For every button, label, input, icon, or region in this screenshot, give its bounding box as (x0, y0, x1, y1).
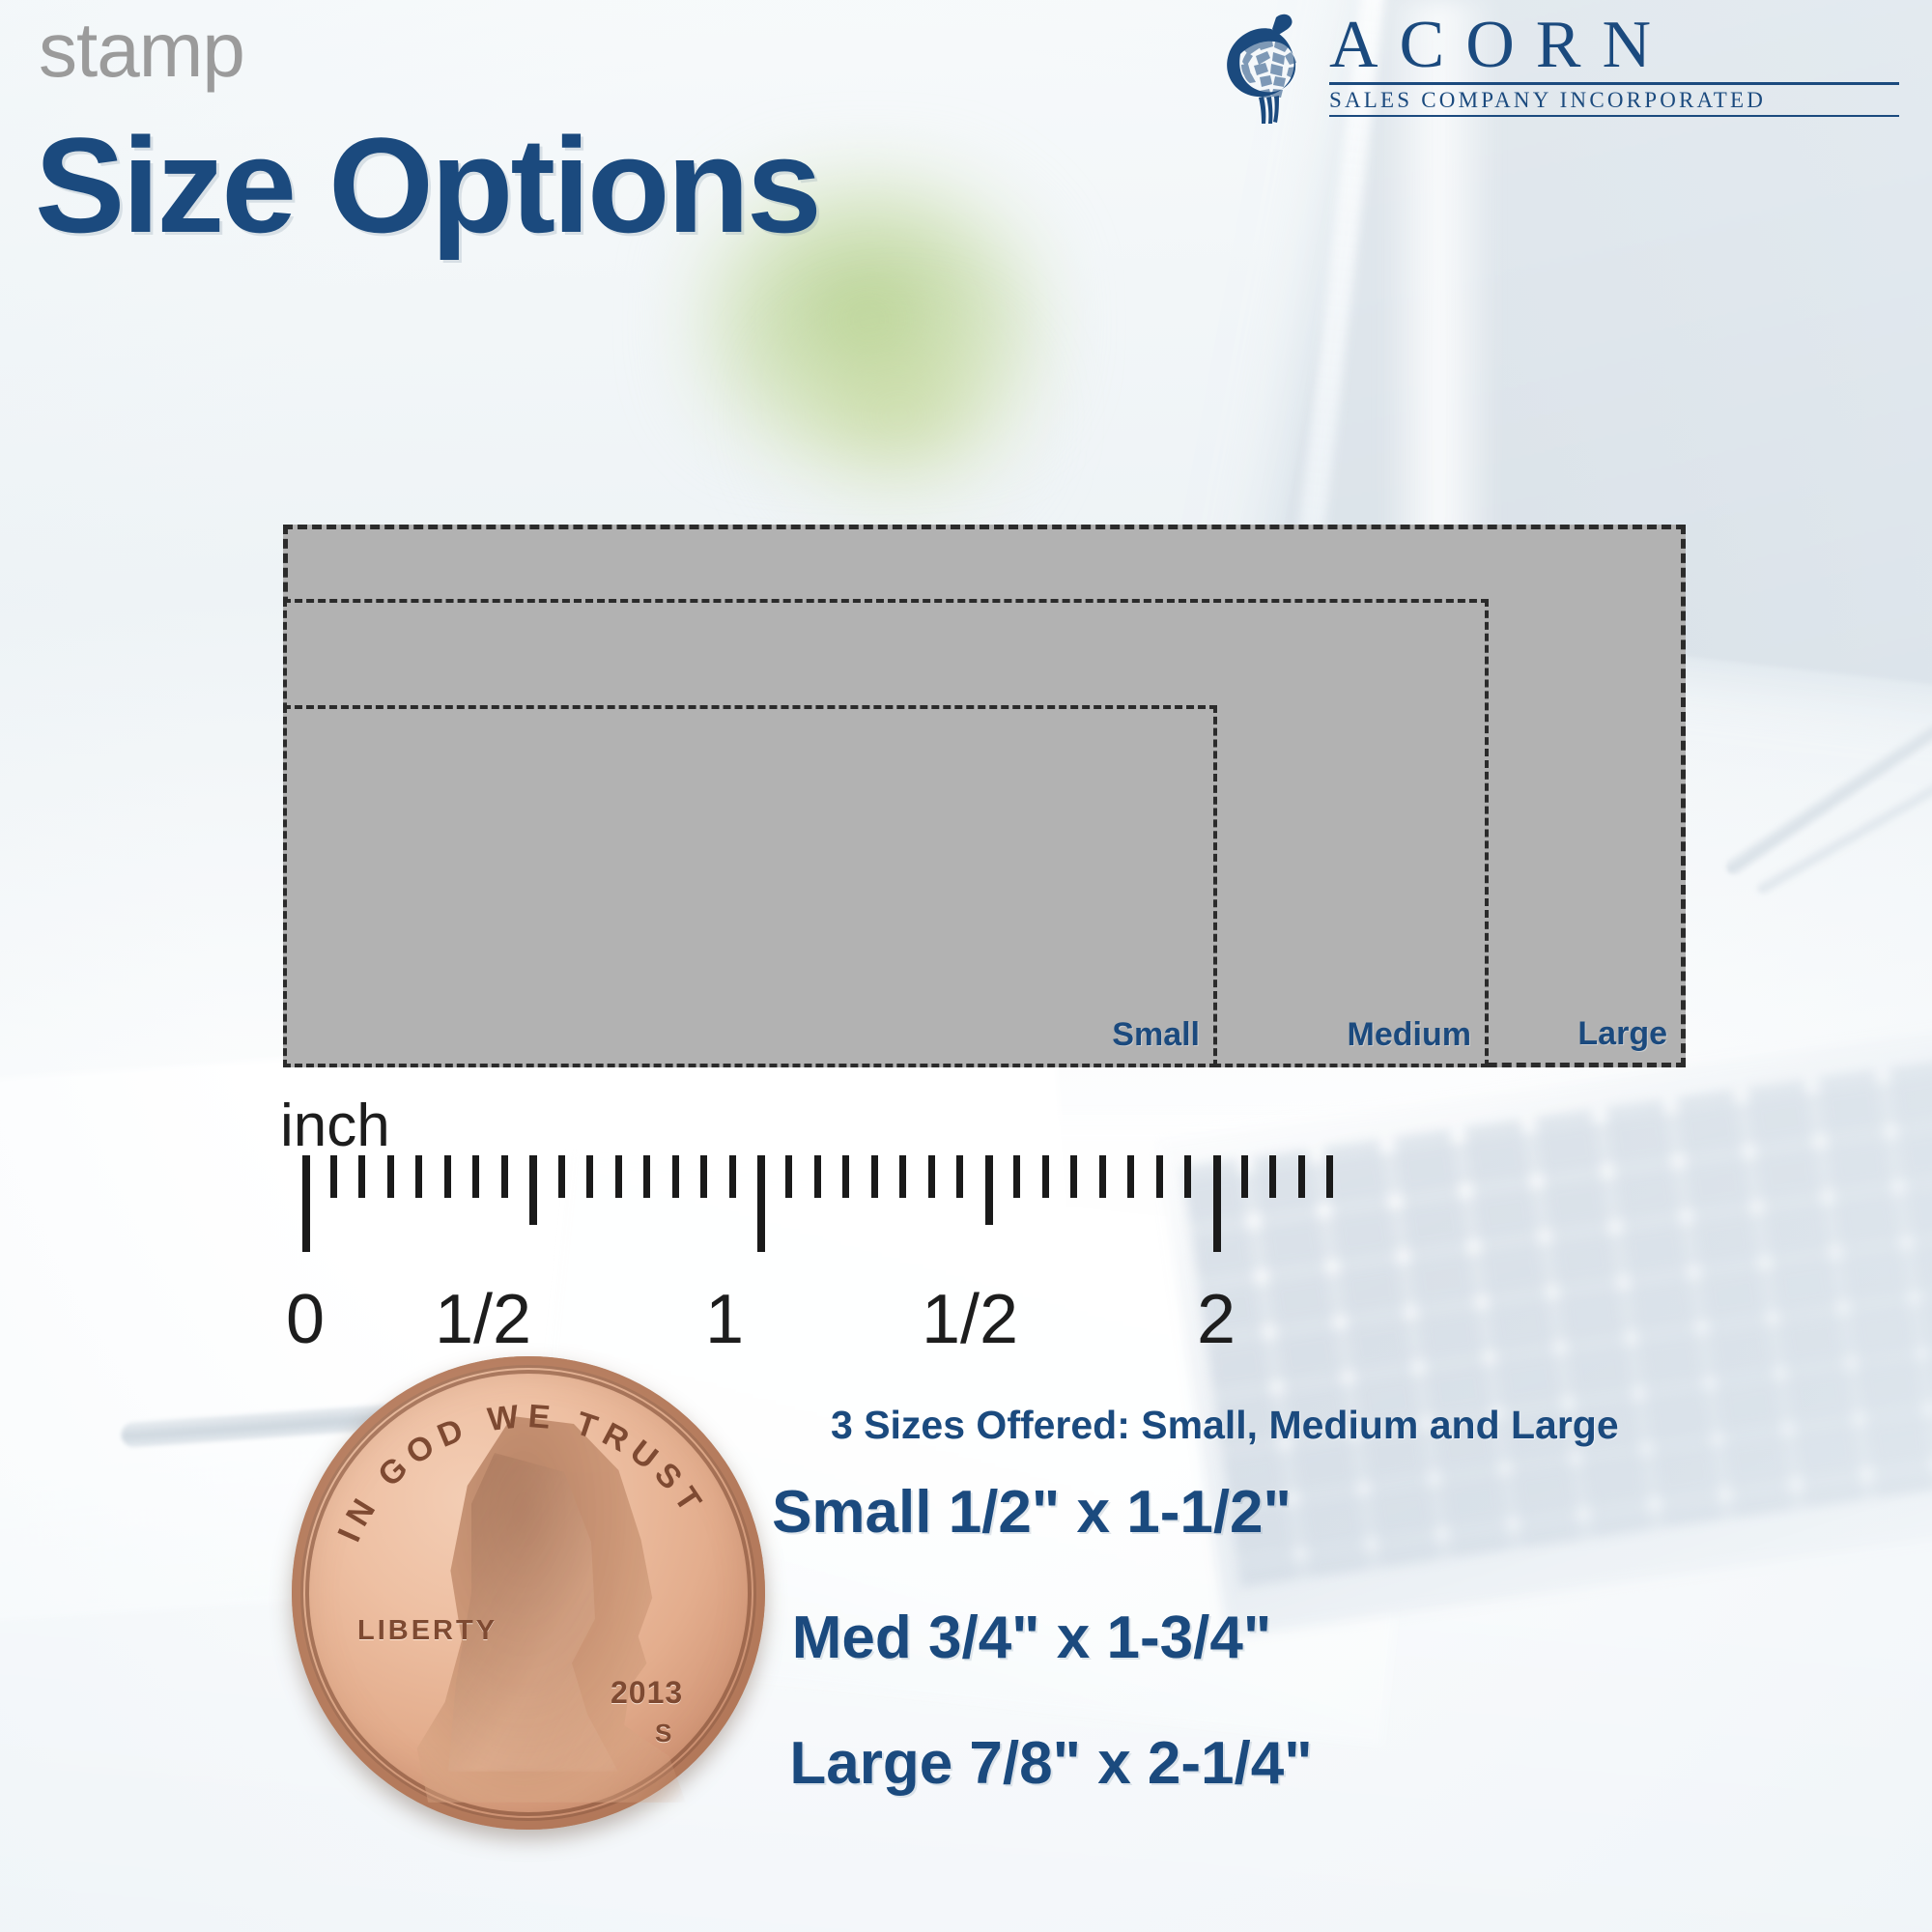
ruler-label-4: 2 (1196, 1281, 1236, 1358)
ruler-tick-minor (1240, 1155, 1248, 1198)
ruler-tick-minor (1184, 1155, 1192, 1198)
brand-rule-bottom (1329, 114, 1899, 117)
brand-logo: ACORN SALES COMPANY INCORPORATED (1215, 12, 1911, 128)
ruler-tick-inch (1212, 1155, 1221, 1252)
ruler-tick-minor (728, 1155, 736, 1198)
acorn-icon (1215, 12, 1323, 128)
ruler-label-1: 1/2 (434, 1281, 532, 1358)
eyebrow-label: stamp (39, 7, 245, 93)
ruler-tick-minor (1013, 1155, 1021, 1198)
penny-photo: IN GOD WE TRUST LIBERTY 2013 S (292, 1356, 765, 1830)
size-box-small-label: Small (1112, 1016, 1200, 1053)
penny-mint-mark: S (655, 1719, 672, 1747)
penny-liberty-text: LIBERTY (357, 1615, 498, 1646)
size-box-small: Small (283, 705, 1217, 1067)
size-box-large-label: Large (1577, 1015, 1667, 1052)
ruler-tick-minor (671, 1155, 679, 1198)
ruler-tick-inch (757, 1155, 765, 1252)
ruler-tick-minor (700, 1155, 708, 1198)
ruler-tick-minor (1070, 1155, 1078, 1198)
size-item-medium: Med 3/4" x 1-3/4" (791, 1605, 1272, 1671)
brand-wordmark: ACORN SALES COMPANY INCORPORATED (1329, 12, 1899, 117)
inch-ruler (0, 1155, 1932, 1281)
size-box-medium-label: Medium (1347, 1016, 1471, 1053)
ruler-tick-minor (842, 1155, 850, 1198)
brand-rule-top (1329, 81, 1899, 85)
svg-text:IN GOD WE TRUST: IN GOD WE TRUST (330, 1398, 712, 1548)
ruler-tick-minor (586, 1155, 594, 1198)
brand-tagline: SALES COMPANY INCORPORATED (1329, 87, 1767, 112)
ruler-tick-minor (614, 1155, 622, 1198)
penny-face: IN GOD WE TRUST LIBERTY 2013 S (292, 1356, 765, 1830)
ruler-label-0: 0 (285, 1281, 326, 1358)
ruler-tick-minor (1269, 1155, 1277, 1198)
ruler-tick-minor (500, 1155, 508, 1198)
ruler-tick-inch (301, 1155, 310, 1252)
ruler-tick-minor (643, 1155, 651, 1198)
ruler-tick-minor (472, 1155, 480, 1198)
ruler-unit-label: inch (280, 1093, 390, 1159)
penny-motto-arc: IN GOD WE TRUST (330, 1398, 712, 1548)
ruler-tick-minor (1326, 1155, 1334, 1198)
ruler-tick-minor (1041, 1155, 1049, 1198)
ruler-tick-minor (1155, 1155, 1163, 1198)
ruler-tick-minor (329, 1155, 337, 1198)
ruler-tick-minor (557, 1155, 565, 1198)
ruler-tick-minor (1127, 1155, 1135, 1198)
ruler-tick-minor (415, 1155, 423, 1198)
ruler-tick-minor (870, 1155, 878, 1198)
ruler-tick-minor (813, 1155, 821, 1198)
ruler-tick-minor (1297, 1155, 1305, 1198)
ruler-label-2: 1 (704, 1281, 745, 1358)
penny-rim (305, 1370, 752, 1816)
ruler-tick-minor (386, 1155, 394, 1198)
size-item-small: Small 1/2" x 1-1/2" (772, 1479, 1292, 1546)
page-title: Size Options (35, 109, 822, 261)
ruler-tick-half (984, 1155, 993, 1225)
brand-name: ACORN (1329, 8, 1673, 82)
ruler-tick-minor (785, 1155, 793, 1198)
sizes-heading: 3 Sizes Offered: Small, Medium and Large (831, 1403, 1619, 1447)
ruler-tick-minor (358, 1155, 366, 1198)
size-item-large: Large 7/8" x 2-1/4" (789, 1730, 1313, 1797)
ruler-tick-minor (956, 1155, 964, 1198)
ruler-tick-minor (927, 1155, 935, 1198)
penny-year-text: 2013 (611, 1675, 684, 1710)
ruler-tick-minor (1098, 1155, 1106, 1198)
ruler-tick-minor (899, 1155, 907, 1198)
ruler-tick-minor (443, 1155, 451, 1198)
ruler-tick-half (529, 1155, 538, 1225)
ruler-label-3: 1/2 (921, 1281, 1019, 1358)
